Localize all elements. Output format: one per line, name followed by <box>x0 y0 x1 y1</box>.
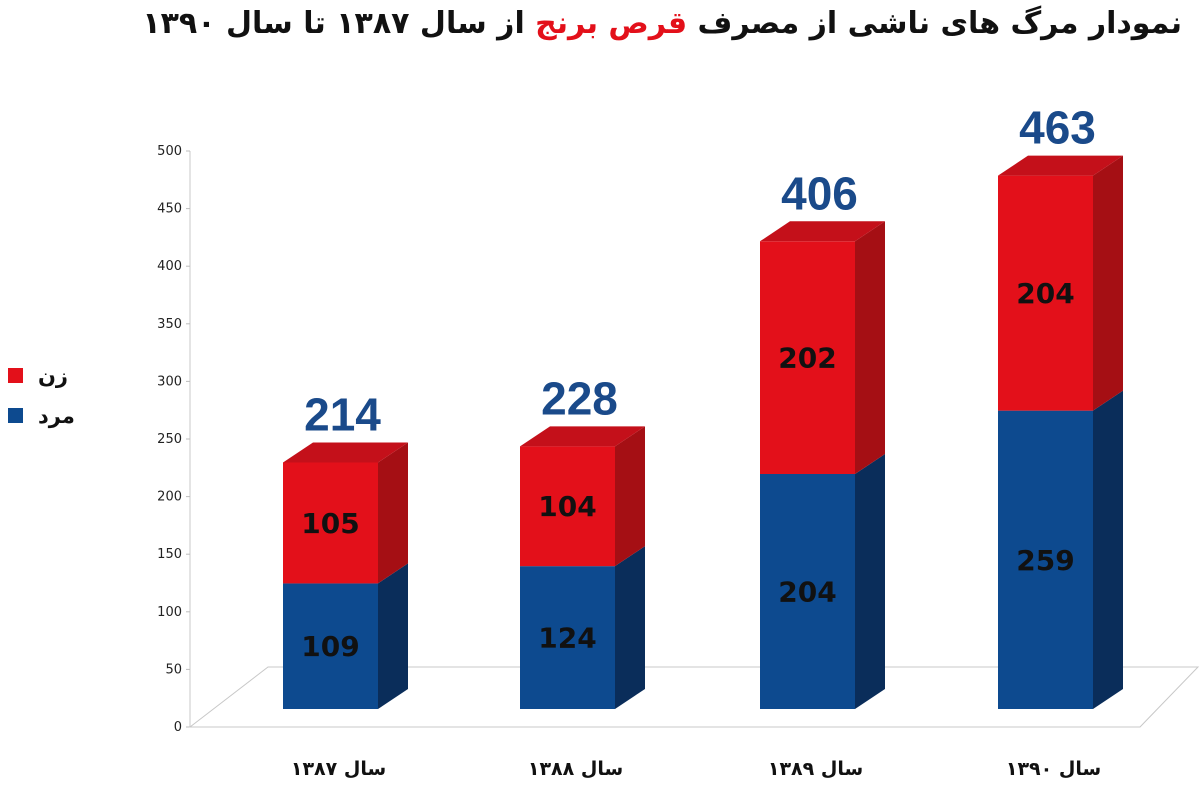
bar-side-female <box>1093 155 1123 411</box>
bar-side-female <box>855 221 885 474</box>
data-label-male: 109 <box>301 630 359 663</box>
y-tick-label: 500 <box>157 144 182 159</box>
chart-title-part: از سال ۱۳۸۷ تا سال ۱۳۹۰ <box>142 6 536 41</box>
y-tick-label: 350 <box>157 317 182 332</box>
x-category-label: سال ۱۳۸۷ <box>291 758 386 780</box>
data-label-male: 124 <box>538 622 596 655</box>
chart-title-highlight: قرص برنج <box>535 6 688 41</box>
y-tick-label: 150 <box>157 547 182 562</box>
bar-top-female <box>998 155 1123 176</box>
bar-side-male <box>378 563 408 709</box>
y-tick-label: 100 <box>157 605 182 620</box>
bar-side-male <box>855 453 885 709</box>
chart-title-part: نمودار مرگ های ناشی از مصرف <box>687 6 1182 41</box>
data-label-female: 105 <box>301 507 359 540</box>
x-category-label: سال ۱۳۹۰ <box>1006 758 1101 780</box>
labels-layer: 109 105 214 سال ۱۳۸۷ 124 104 228 سال ۱۳۸۸ 204 202… <box>291 102 1101 780</box>
y-tick-label: 300 <box>157 374 182 389</box>
bar-segment-female <box>520 446 615 567</box>
bar-segment-male <box>760 473 855 709</box>
bar-segment-female <box>998 175 1093 411</box>
data-label-male: 204 <box>778 575 836 608</box>
y-tick-label: 250 <box>157 432 182 447</box>
chart-floor <box>188 666 1200 728</box>
bar-segment-male <box>520 566 615 709</box>
legend: زن مرد <box>8 364 75 428</box>
total-label: 228 <box>541 372 618 424</box>
legend-label: مرد <box>38 404 75 428</box>
bar-side-female <box>378 442 408 584</box>
y-tick-label: 50 <box>165 662 182 677</box>
chart-title: نمودار مرگ های ناشی از مصرف قرص برنج از … <box>18 6 1182 41</box>
bar-segment-female <box>283 462 378 584</box>
bar-top-female <box>283 442 408 463</box>
legend-swatch <box>8 368 23 383</box>
bars-layer <box>283 155 1123 709</box>
y-tick-label: 200 <box>157 490 182 505</box>
total-label: 463 <box>1019 102 1096 154</box>
legend-label: زن <box>38 364 68 388</box>
x-category-label: سال ۱۳۸۸ <box>528 758 623 780</box>
total-label: 406 <box>781 167 858 219</box>
data-label-female: 202 <box>778 342 836 375</box>
bar-side-male <box>615 546 645 709</box>
y-tick-label: 400 <box>157 259 182 274</box>
bar-segment-male <box>283 583 378 709</box>
bar-side-male <box>1093 390 1123 709</box>
bar-top-female <box>520 426 645 447</box>
data-label-female: 204 <box>1016 277 1074 310</box>
y-tick-label: 450 <box>157 202 182 217</box>
bar-segment-female <box>760 241 855 474</box>
bar-segment-male <box>998 410 1093 709</box>
y-tick-label: 0 <box>174 720 182 735</box>
data-label-male: 259 <box>1016 544 1074 577</box>
x-category-label: سال ۱۳۸۹ <box>768 758 863 780</box>
axis-layer: 0 50 100 150 200 250 300 350 400 450 500 <box>157 144 1200 735</box>
total-label: 214 <box>304 388 381 440</box>
legend-swatch <box>8 408 23 423</box>
bar-side-female <box>615 426 645 567</box>
bar-top-female <box>760 221 885 242</box>
data-label-female: 104 <box>538 490 596 523</box>
